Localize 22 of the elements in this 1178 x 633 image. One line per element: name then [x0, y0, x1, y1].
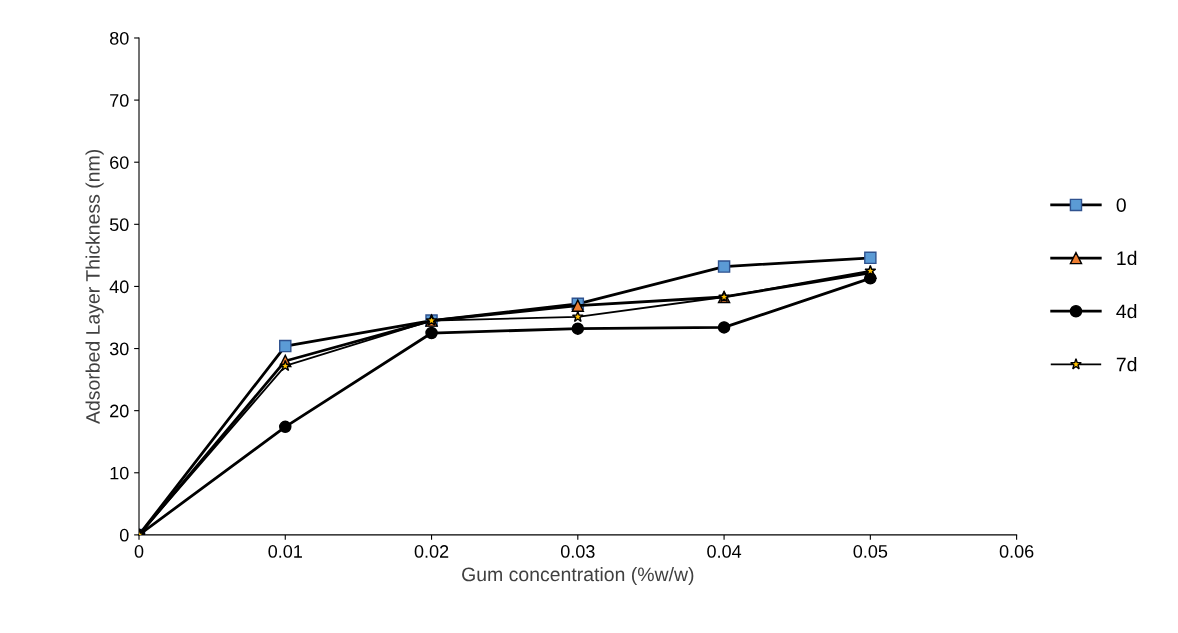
y-tick-label: 80 — [109, 31, 129, 45]
x-tick-label: 0.06 — [999, 545, 1034, 558]
y-tick-label: 0 — [119, 528, 129, 542]
x-tick-label: 0.03 — [560, 545, 595, 558]
y-tick-label: 60 — [110, 156, 129, 169]
x-axis-title: Gum concentration (%w/w) — [462, 566, 694, 586]
y-tick-label: 40 — [109, 280, 129, 294]
legend-label: 7d — [1116, 357, 1137, 372]
x-tick-label: 0.04 — [707, 545, 742, 558]
x-tick-label: 0.01 — [268, 545, 302, 558]
y-tick-label: 50 — [109, 218, 129, 232]
x-tick-label: 0.02 — [414, 545, 449, 558]
x-tick-label: 0 — [134, 545, 144, 558]
y-tick-label: 30 — [109, 342, 129, 356]
legend-label: 4d — [1116, 303, 1137, 319]
x-tick-label: 0.05 — [853, 545, 888, 558]
y-axis-title: Adsorbed Layer Thickness (nm) — [85, 150, 104, 424]
legend-label: 0 — [1116, 198, 1126, 212]
y-tick-label: 10 — [110, 466, 129, 480]
y-tick-label: 20 — [110, 404, 129, 418]
legend-label: 1d — [1117, 250, 1137, 266]
y-tick-label: 70 — [110, 94, 129, 107]
